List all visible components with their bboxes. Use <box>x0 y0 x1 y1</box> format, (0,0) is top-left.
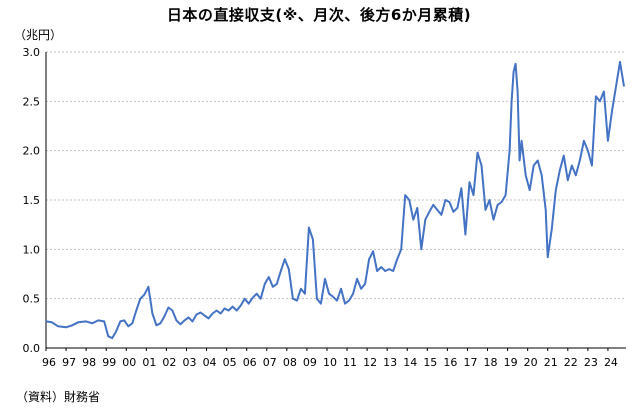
x-tick-label: 98 <box>82 356 96 369</box>
y-tick-label: 1.5 <box>23 194 41 207</box>
x-tick-label: 10 <box>323 356 337 369</box>
x-tick-label: 24 <box>604 356 618 369</box>
x-tick-label: 16 <box>443 356 457 369</box>
x-tick-label: 15 <box>423 356 437 369</box>
x-tick-label: 99 <box>102 356 116 369</box>
y-tick-label: 2.5 <box>23 95 41 108</box>
x-tick-label: 20 <box>524 356 538 369</box>
x-tick-label: 18 <box>484 356 498 369</box>
x-tick-label: 00 <box>122 356 136 369</box>
x-tick-label: 96 <box>42 356 56 369</box>
x-tick-label: 19 <box>504 356 518 369</box>
x-tick-label: 12 <box>363 356 377 369</box>
x-tick-label: 01 <box>142 356 156 369</box>
y-tick-label: 2.0 <box>23 145 41 158</box>
axes <box>45 52 626 351</box>
x-tick-label: 08 <box>283 356 297 369</box>
y-tick-label: 0.5 <box>23 293 41 306</box>
x-tick-label: 06 <box>243 356 257 369</box>
source-note: （資料）財務省 <box>16 390 101 404</box>
x-tick-label: 14 <box>403 356 417 369</box>
x-tick-label: 07 <box>263 356 277 369</box>
x-tick-label: 22 <box>564 356 578 369</box>
y-tick-labels: 0.0 0.5 1.0 1.5 2.0 2.5 3.0 <box>23 46 41 355</box>
x-tick-label: 11 <box>343 356 357 369</box>
y-tick-label: 3.0 <box>23 46 41 59</box>
y-tick-label: 0.0 <box>23 342 41 355</box>
x-tick-label: 97 <box>62 356 76 369</box>
x-tick-label: 17 <box>463 356 477 369</box>
x-tick-label: 05 <box>223 356 237 369</box>
x-tick-label: 03 <box>182 356 196 369</box>
chart-title: 日本の直接収支(※、月次、後方6か月累積) <box>166 6 472 24</box>
x-tick-label: 09 <box>303 356 317 369</box>
x-tick-labels: 96 97 98 99 00 01 02 03 04 05 06 07 08 09 10 11 12 13 14 15… <box>42 356 618 369</box>
series-line <box>45 60 625 340</box>
x-tick-label: 04 <box>203 356 217 369</box>
x-tick-label: 02 <box>162 356 176 369</box>
x-tick-label: 23 <box>584 356 598 369</box>
x-tick-label: 21 <box>544 356 558 369</box>
y-tick-label: 1.0 <box>23 243 41 256</box>
x-tick-label: 13 <box>383 356 397 369</box>
gridlines <box>46 51 626 300</box>
y-axis-unit-label: （兆円） <box>14 28 63 42</box>
